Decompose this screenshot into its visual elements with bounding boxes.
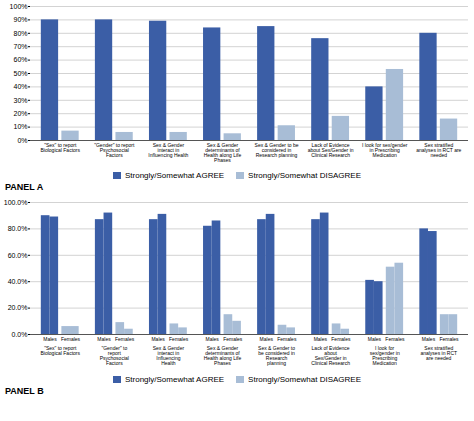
svg-text:Sex stratifiedanalyses in RCTa: Sex stratifiedanalyses in RCTare needed bbox=[420, 345, 457, 361]
svg-text:20.0%: 20.0% bbox=[8, 304, 28, 311]
svg-text:40.0%: 40.0% bbox=[8, 278, 28, 285]
svg-text:Sex & Genderinteract inInfluen: Sex & Genderinteract inInfluencing Healt… bbox=[148, 142, 188, 158]
html-text:Strongly/Somewhat AGREE: Strongly/Somewhat AGREE bbox=[125, 375, 225, 384]
html-text:Strongly/Somewhat DISAGREE: Strongly/Somewhat DISAGREE bbox=[248, 171, 361, 180]
svg-text:Males: Males bbox=[97, 336, 111, 342]
svg-text:90%: 90% bbox=[13, 16, 27, 23]
svg-text:10%: 10% bbox=[13, 123, 27, 130]
svg-text:20%: 20% bbox=[13, 110, 27, 117]
svg-text:0%: 0% bbox=[17, 137, 27, 144]
svg-text:Females: Females bbox=[169, 336, 189, 342]
svg-text:Sex & Genderdeterminants ofHea: Sex & Genderdeterminants ofHealth along … bbox=[204, 142, 242, 163]
svg-text:Males: Males bbox=[260, 336, 274, 342]
svg-text:80%: 80% bbox=[13, 30, 27, 37]
svg-text:Lack of EvidenceaboutSex/Gende: Lack of EvidenceaboutSex/Gender inClinic… bbox=[311, 345, 350, 366]
html-text:PANEL B: PANEL B bbox=[5, 386, 44, 396]
svg-text:100%: 100% bbox=[10, 3, 28, 10]
svg-text:Females: Females bbox=[277, 336, 297, 342]
svg-text:Males: Males bbox=[43, 336, 57, 342]
svg-text:100.0%: 100.0% bbox=[4, 199, 28, 206]
svg-text:80.0%: 80.0% bbox=[8, 225, 28, 232]
svg-text:Females: Females bbox=[61, 336, 81, 342]
svg-text:Males: Males bbox=[206, 336, 220, 342]
svg-text:Females: Females bbox=[331, 336, 351, 342]
svg-text:30%: 30% bbox=[13, 97, 27, 104]
svg-text:I look for sex/genderin Prescr: I look for sex/genderin PrescribingMedic… bbox=[362, 142, 408, 158]
svg-text:Lack of Evidenceabout Sex/Gend: Lack of Evidenceabout Sex/Gender inClini… bbox=[308, 142, 354, 158]
svg-text:"Gender" to reportPsychosocial: "Gender" to reportPsychosocialFactors bbox=[94, 142, 135, 158]
svg-text:70%: 70% bbox=[13, 43, 27, 50]
html-text:Strongly/Somewhat AGREE: Strongly/Somewhat AGREE bbox=[125, 171, 225, 180]
svg-text:Males: Males bbox=[368, 336, 382, 342]
svg-text:Sex & Genderinteract inInfluen: Sex & Genderinteract inInfluencingHealth bbox=[153, 345, 185, 366]
svg-text:Females: Females bbox=[223, 336, 243, 342]
svg-text:60.0%: 60.0% bbox=[8, 252, 28, 259]
svg-text:Sex & Gender tobe considered i: Sex & Gender tobe considered inResearchp… bbox=[258, 345, 295, 366]
svg-text:Sex & Gender to beconsidered i: Sex & Gender to beconsidered inResearch … bbox=[255, 142, 299, 158]
svg-text:Sex stratifiedanalyses in RCT: Sex stratifiedanalyses in RCT areneeded bbox=[416, 142, 461, 158]
svg-text:60%: 60% bbox=[13, 56, 27, 63]
svg-text:Females: Females bbox=[439, 336, 459, 342]
html-text:Strongly/Somewhat DISAGREE: Strongly/Somewhat DISAGREE bbox=[248, 375, 361, 384]
svg-text:Males: Males bbox=[151, 336, 165, 342]
svg-text:50%: 50% bbox=[13, 70, 27, 77]
svg-text:Males: Males bbox=[422, 336, 436, 342]
svg-text:"Sex" to reportBiological Fact: "Sex" to reportBiological Factors bbox=[41, 142, 81, 153]
svg-text:Sex & Genderdeterminants ofHea: Sex & Genderdeterminants ofHealth along … bbox=[204, 345, 242, 366]
svg-text:"Gender" toreportPsychosocialF: "Gender" toreportPsychosocialFactors bbox=[100, 345, 129, 366]
svg-text:I look forsex/gender inPrescri: I look forsex/gender inPrescribingMedica… bbox=[370, 345, 400, 366]
svg-text:"Sex" to reportBiological Fact: "Sex" to reportBiological Factors bbox=[41, 345, 81, 356]
svg-text:Females: Females bbox=[385, 336, 405, 342]
svg-text:Males: Males bbox=[314, 336, 328, 342]
svg-text:40%: 40% bbox=[13, 83, 27, 90]
html-text:PANEL A: PANEL A bbox=[5, 182, 44, 192]
svg-text:0.0%: 0.0% bbox=[12, 331, 28, 338]
svg-text:Females: Females bbox=[115, 336, 135, 342]
